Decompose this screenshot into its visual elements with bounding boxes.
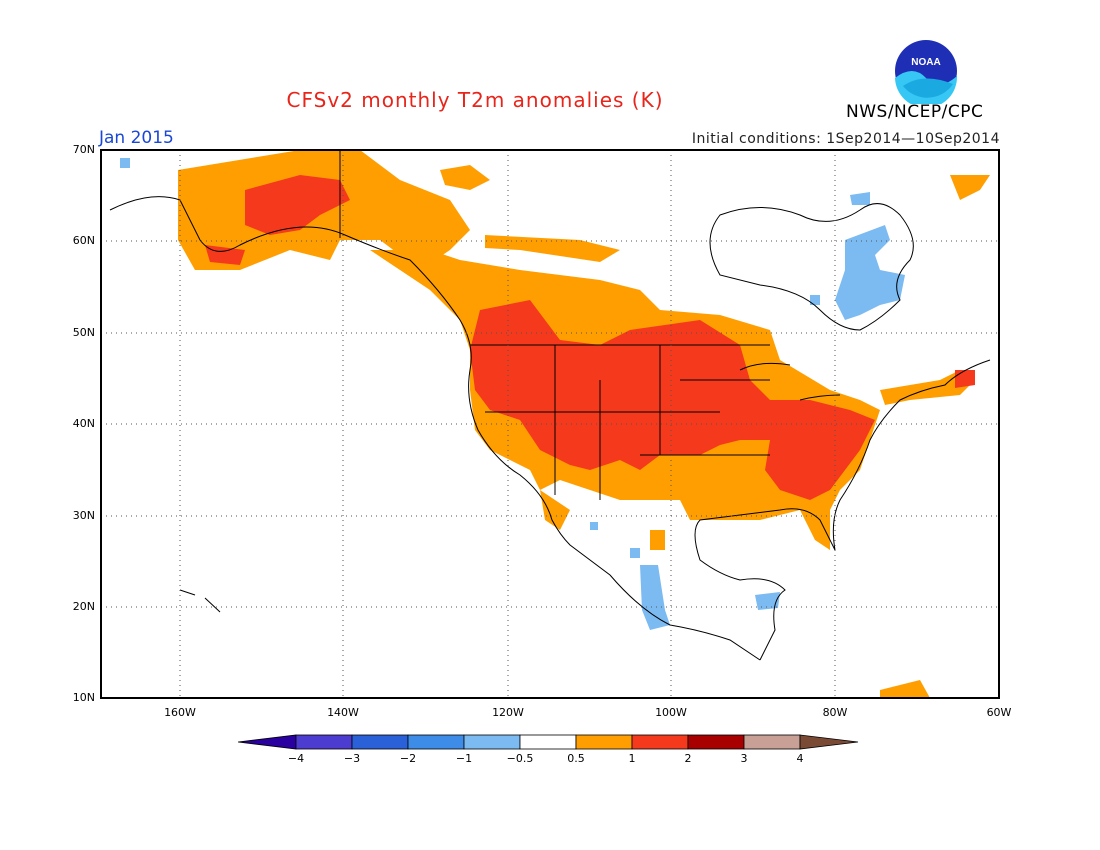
anomaly-fill-cool xyxy=(120,158,905,630)
colorbar-tick-label: −4 xyxy=(287,752,305,765)
colorbar-tick-label: −2 xyxy=(399,752,417,765)
noaa-logo-text: NOAA xyxy=(911,57,940,68)
lat-label: 40N xyxy=(72,417,95,430)
colorbar-segment xyxy=(631,734,689,750)
lon-label: 160W xyxy=(164,706,196,719)
initial-conditions: Initial conditions: 1Sep2014—10Sep2014 xyxy=(691,131,1000,147)
colorbar-tick-label: 4 xyxy=(796,752,804,765)
colorbar-arrow-left xyxy=(238,734,297,750)
colorbar-segment xyxy=(295,734,353,750)
lat-label: 10N xyxy=(72,691,95,704)
lat-label: 50N xyxy=(72,326,95,339)
colorbar-tick-label: −1 xyxy=(455,752,473,765)
colorbar xyxy=(238,734,859,750)
colorbar-segment xyxy=(463,734,521,750)
coastlines xyxy=(109,150,991,661)
agency-label: NWS/NCEP/CPC xyxy=(846,102,984,122)
colorbar-segment xyxy=(351,734,409,750)
lon-label: 120W xyxy=(492,706,524,719)
colorbar-tick-label: −0.5 xyxy=(506,752,534,765)
lon-label: 100W xyxy=(655,706,687,719)
colorbar-segment xyxy=(519,734,577,750)
colorbar-tick-label: 1 xyxy=(628,752,636,765)
lon-label: 60W xyxy=(986,706,1012,719)
colorbar-arrow-right xyxy=(799,734,859,750)
map-title: CFSv2 monthly T2m anomalies (K) xyxy=(286,88,664,112)
colorbar-tick-label: 3 xyxy=(740,752,748,765)
lat-label: 70N xyxy=(72,143,95,156)
colorbar-tick-label: 0.5 xyxy=(567,752,585,765)
colorbar-tick-label: −3 xyxy=(343,752,361,765)
lon-label: 80W xyxy=(822,706,848,719)
valid-month: Jan 2015 xyxy=(99,128,174,148)
lat-label: 30N xyxy=(72,509,95,522)
colorbar-segment xyxy=(687,734,745,750)
colorbar-segment xyxy=(407,734,465,750)
noaa-logo: NOAA xyxy=(895,40,958,104)
anomaly-fill-warm-2 xyxy=(205,175,975,500)
colorbar-tick-label: 2 xyxy=(684,752,692,765)
colorbar-segment xyxy=(743,734,801,750)
lat-label: 20N xyxy=(72,600,95,613)
lon-label: 140W xyxy=(327,706,359,719)
map-frame xyxy=(100,149,1000,699)
lat-label: 60N xyxy=(72,234,95,247)
colorbar-segment xyxy=(575,734,633,750)
